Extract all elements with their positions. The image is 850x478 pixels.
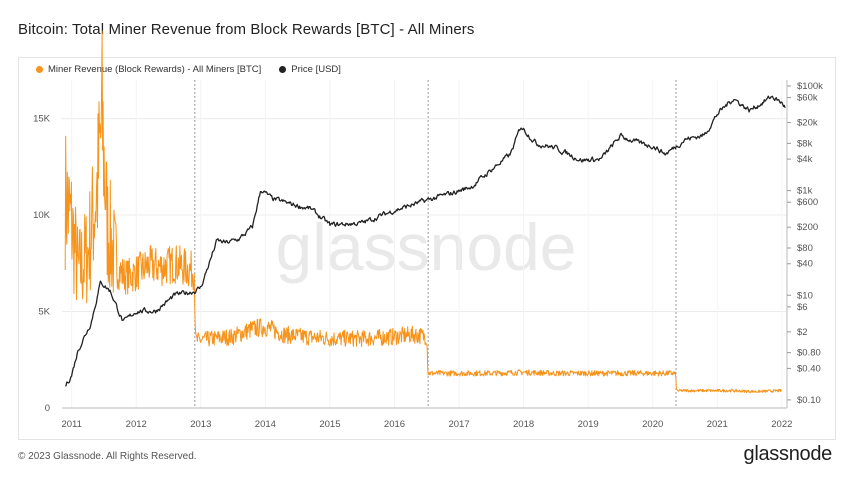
chart-panel bbox=[18, 57, 836, 440]
legend-label-price: Price [USD] bbox=[291, 64, 341, 75]
grid-lines bbox=[62, 80, 787, 409]
x-tick-label: 2020 bbox=[642, 419, 663, 430]
price-series-line bbox=[65, 95, 786, 387]
x-tick-label: 2022 bbox=[771, 419, 792, 430]
y-left-tick-label: 5K bbox=[38, 307, 50, 318]
x-tick-label: 2017 bbox=[448, 419, 469, 430]
y-right-tick-label: $60k bbox=[797, 93, 818, 104]
y-right-tick-label: $0.10 bbox=[797, 395, 821, 406]
page-title: Bitcoin: Total Miner Revenue from Block … bbox=[18, 21, 475, 38]
x-tick-label: 2011 bbox=[61, 419, 81, 430]
x-tick-label: 2012 bbox=[126, 419, 147, 430]
legend-item-revenue[interactable]: Miner Revenue (Block Rewards) - All Mine… bbox=[36, 64, 261, 75]
y-right-tick-label: $10 bbox=[797, 290, 813, 301]
x-tick-label: 2016 bbox=[384, 419, 405, 430]
legend-item-price[interactable]: Price [USD] bbox=[279, 64, 341, 75]
y-right-tick-label: $100k bbox=[797, 81, 823, 92]
x-tick-label: 2014 bbox=[255, 419, 276, 430]
y-left-tick-label: 10K bbox=[33, 210, 51, 221]
revenue-series-line bbox=[64, 30, 782, 394]
x-tick-label: 2013 bbox=[190, 419, 211, 430]
y-right-tick-label: $6 bbox=[797, 302, 808, 313]
y-right-tick-label: $80 bbox=[797, 243, 813, 254]
y-right-tick-label: $1k bbox=[797, 186, 813, 197]
y-right-tick-label: $600 bbox=[797, 197, 818, 208]
y-right-tick-label: $2 bbox=[797, 327, 808, 338]
x-tick-label: 2018 bbox=[513, 419, 534, 430]
y-right-tick-label: $40 bbox=[797, 259, 813, 270]
x-tick-label: 2019 bbox=[578, 419, 599, 430]
series-layer bbox=[64, 30, 786, 394]
y-right-tick-label: $0.40 bbox=[797, 363, 821, 374]
y-left-tick-label: 0 bbox=[45, 403, 50, 414]
glassnode-logo[interactable]: glassnode bbox=[743, 443, 833, 465]
y-left-tick-label: 15K bbox=[33, 114, 51, 125]
legend-dot-revenue bbox=[36, 66, 43, 73]
chart-legend: Miner Revenue (Block Rewards) - All Mine… bbox=[36, 64, 341, 75]
legend-label-revenue: Miner Revenue (Block Rewards) - All Mine… bbox=[48, 64, 262, 75]
y-right-tick-label: $4k bbox=[797, 154, 813, 165]
halving-lines bbox=[194, 80, 677, 408]
x-tick-label: 2021 bbox=[707, 419, 728, 430]
y-right-tick-label: $200 bbox=[797, 222, 818, 233]
y-right-tick-label: $20k bbox=[797, 118, 818, 129]
axes-layer: 0 5K 10K 15K 2011 2012 2013 2014 2015 2016 2017 201… bbox=[33, 80, 823, 430]
legend-dot-price bbox=[279, 66, 287, 73]
x-tick-label: 2015 bbox=[319, 419, 340, 430]
watermark-text: glassnode bbox=[276, 210, 577, 284]
y-right-tick-label: $0.80 bbox=[797, 348, 821, 359]
y-right-tick-label: $8k bbox=[797, 138, 813, 149]
copyright-text: © 2023 Glassnode. All Rights Reserved. bbox=[18, 451, 197, 462]
